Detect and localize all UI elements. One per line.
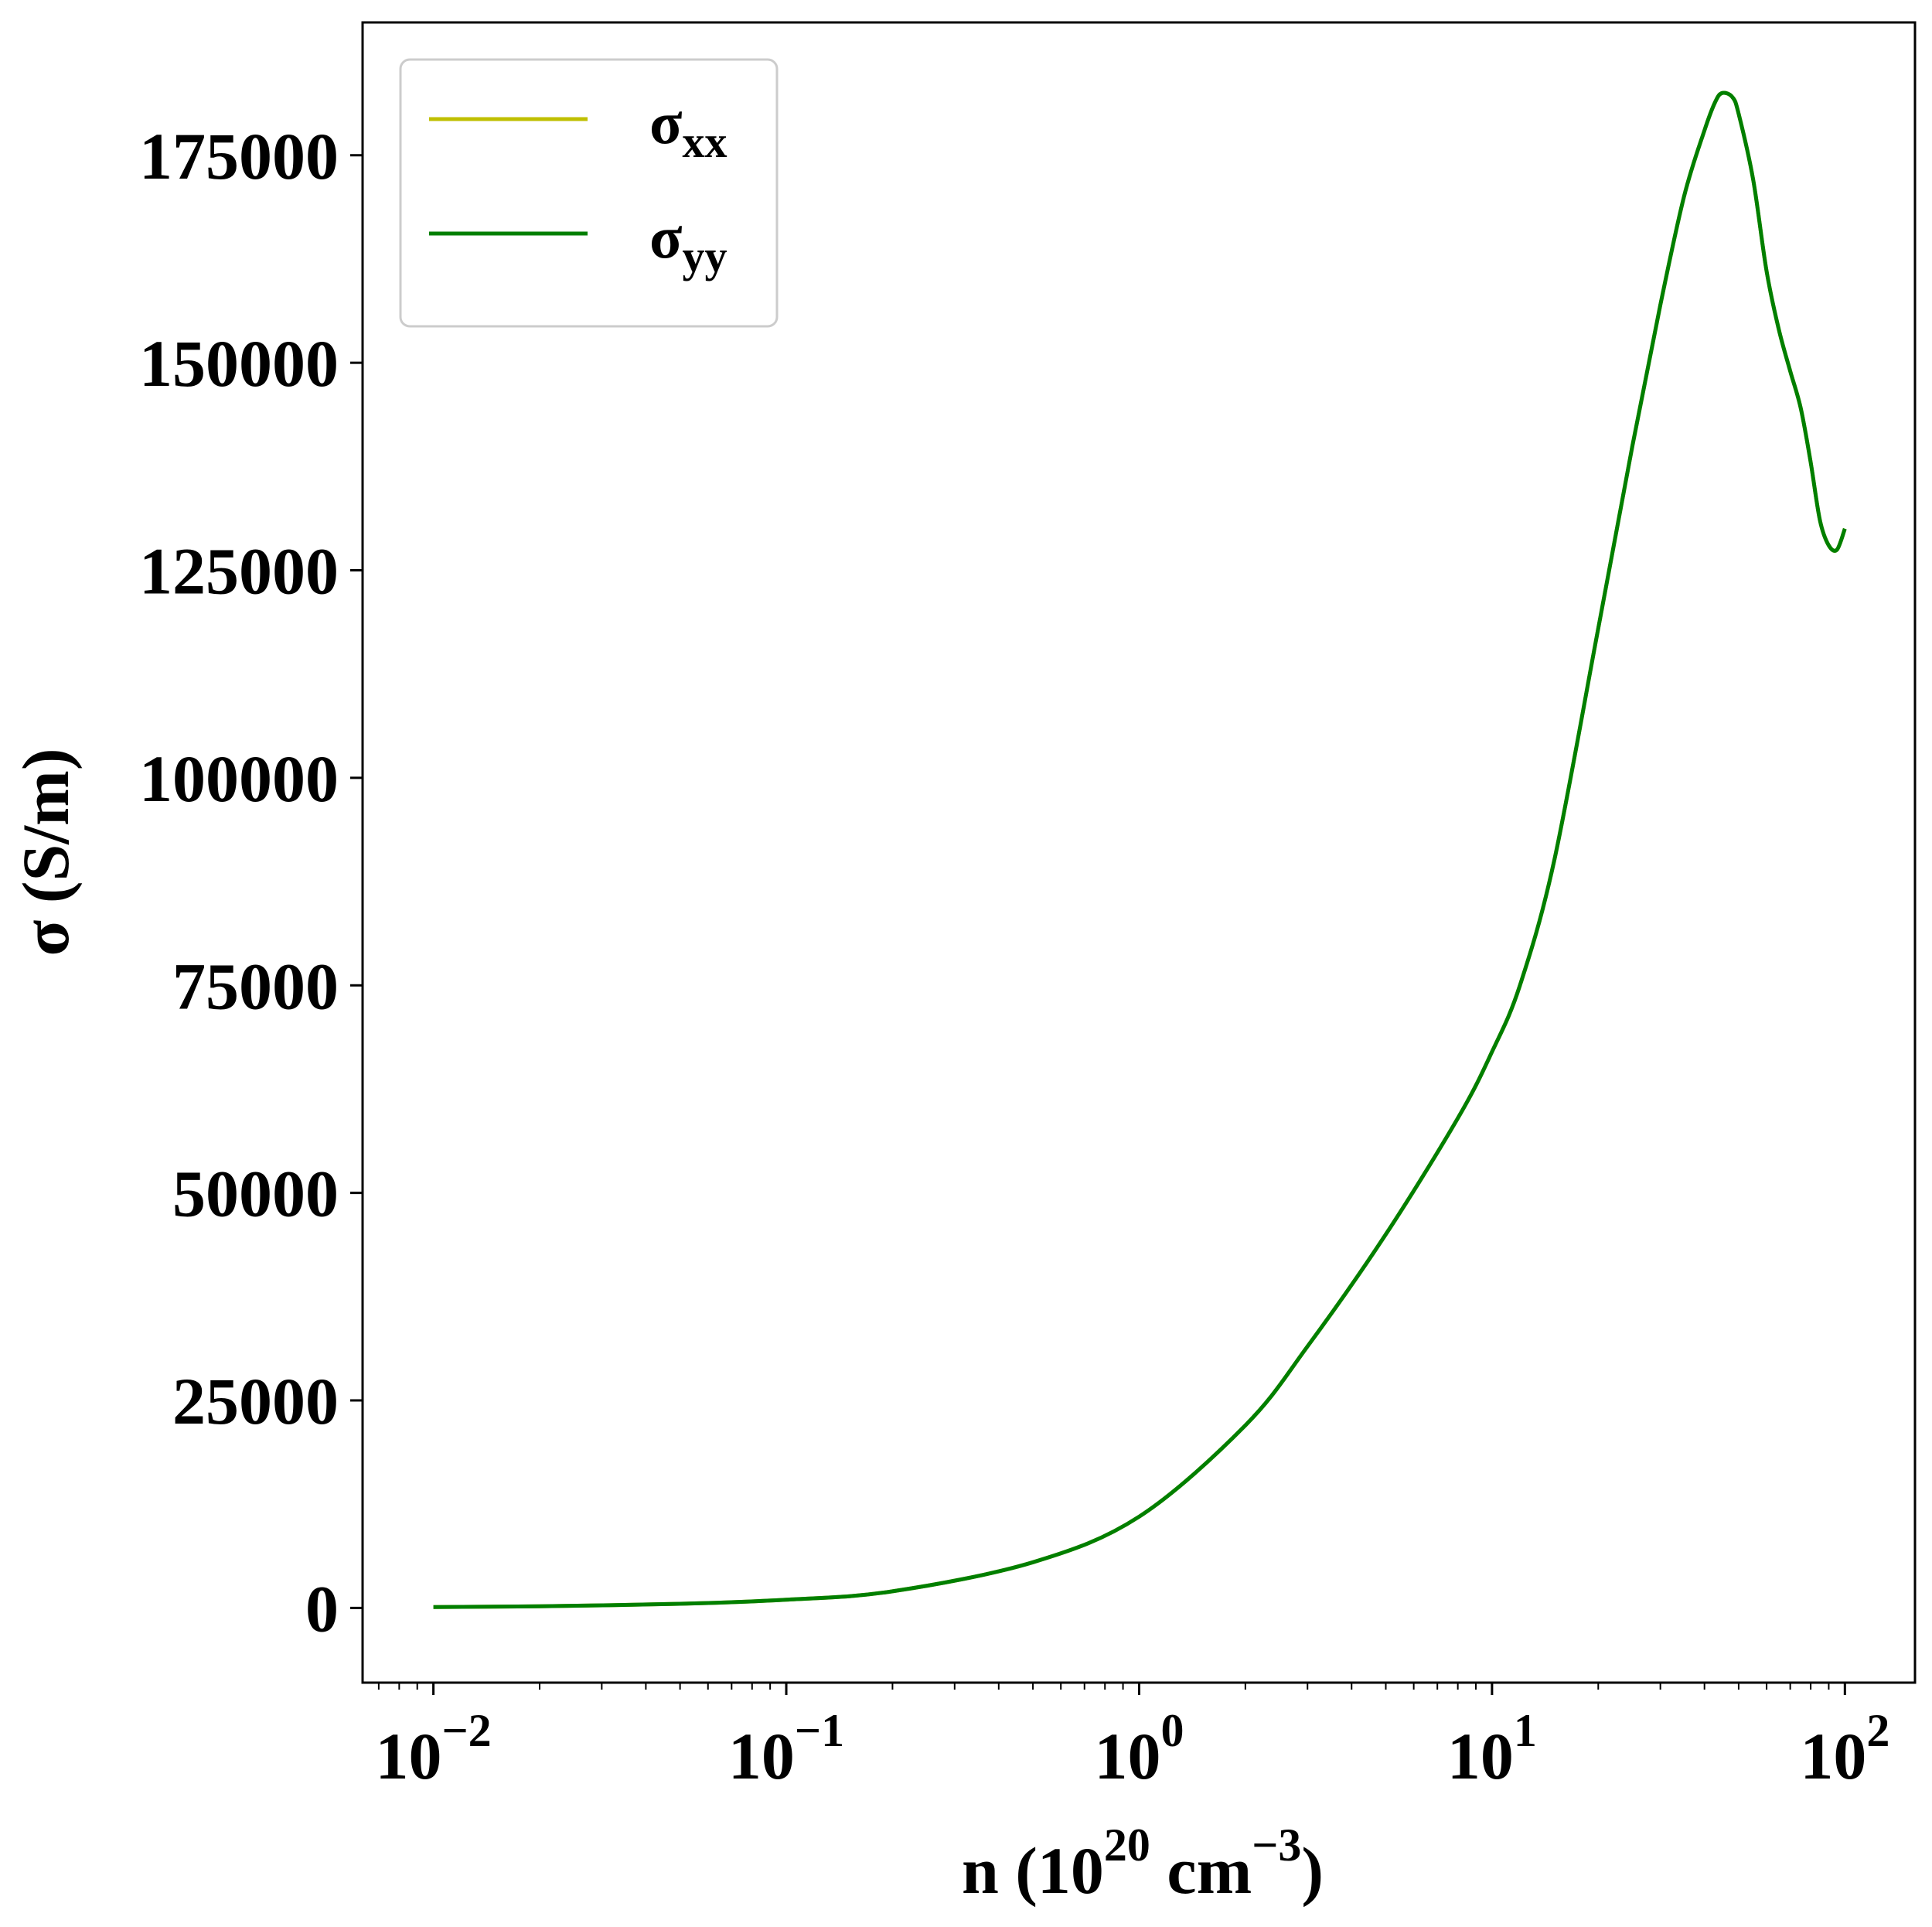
legend: σxx σyy xyxy=(399,58,779,328)
x-tick-label-base-3: 10 xyxy=(1447,1719,1514,1793)
x-axis-label: n (1020 cm−3) xyxy=(962,1820,1324,1908)
y-tick-label-6: 150000 xyxy=(139,326,339,401)
x-tick-label-base-1: 10 xyxy=(728,1719,795,1793)
x-tick-label-exp-0: −2 xyxy=(441,1705,491,1756)
y-tick-label-5: 125000 xyxy=(139,534,339,609)
x-tick-label-4: 102 xyxy=(1800,1705,1889,1793)
legend-label-sigma-yy-sub: yy xyxy=(682,231,727,281)
series-lines xyxy=(433,90,1847,1609)
x-axis-label-sup1: 20 xyxy=(1104,1820,1150,1871)
x-tick-label-base-4: 10 xyxy=(1800,1719,1866,1793)
x-tick-label-exp-1: −1 xyxy=(795,1705,844,1756)
legend-label-sigma-yy-base: σ xyxy=(649,203,682,271)
legend-label-sigma-xx-sub: xx xyxy=(682,117,727,167)
legend-label-sigma-xx-base: σ xyxy=(649,89,682,156)
y-tick-label-7: 175000 xyxy=(139,119,339,193)
x-tick-label-0: 10−2 xyxy=(375,1705,491,1793)
y-tick-label-1: 25000 xyxy=(172,1364,339,1438)
legend-label-sigma-yy: σyy xyxy=(649,203,727,281)
x-axis-label-base: n (10 xyxy=(962,1833,1104,1908)
x-tick-label-1: 10−1 xyxy=(728,1705,844,1793)
y-axis-ticks: 0 25000 50000 75000 100000 125000 150000 175000 xyxy=(139,119,363,1646)
series-line-yy xyxy=(433,90,1847,1609)
x-tick-label-exp-2: 0 xyxy=(1160,1705,1184,1756)
x-axis-label-sup2: −3 xyxy=(1252,1820,1301,1871)
y-tick-label-2: 50000 xyxy=(172,1157,339,1231)
x-tick-label-base-2: 10 xyxy=(1094,1719,1160,1793)
x-tick-label-3: 101 xyxy=(1447,1705,1537,1793)
y-tick-label-0: 0 xyxy=(305,1571,339,1646)
x-axis-label-mid: cm xyxy=(1150,1833,1252,1908)
legend-label-sigma-xx: σxx xyxy=(649,89,727,167)
x-axis-ticks: 10−2 10−1 100 101 102 xyxy=(375,1683,1889,1793)
x-axis-minor-ticks xyxy=(377,1683,1830,1690)
x-tick-label-base-0: 10 xyxy=(375,1719,441,1793)
y-tick-label-4: 100000 xyxy=(139,742,339,816)
x-axis-label-end: ) xyxy=(1301,1833,1324,1908)
x-tick-label-exp-3: 1 xyxy=(1514,1705,1537,1756)
y-axis-label: σ (S/m) xyxy=(9,749,83,957)
y-tick-label-3: 75000 xyxy=(172,949,339,1023)
x-tick-label-exp-4: 2 xyxy=(1866,1705,1889,1756)
x-tick-label-2: 100 xyxy=(1094,1705,1184,1793)
legend-frame xyxy=(399,58,779,328)
